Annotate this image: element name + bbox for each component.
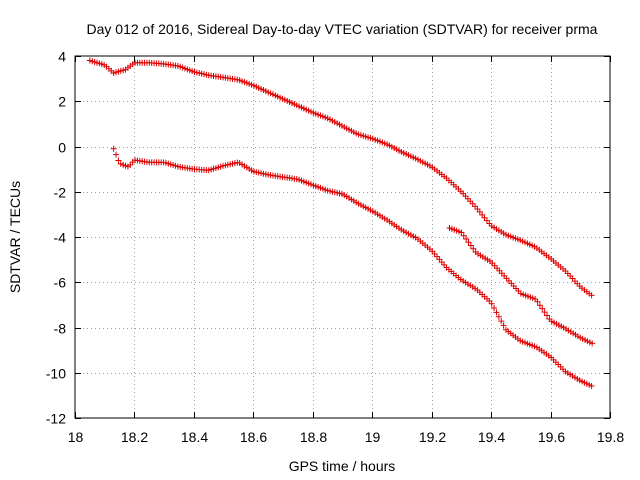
data-point bbox=[536, 302, 543, 309]
x-axis-label: GPS time / hours bbox=[289, 458, 396, 474]
data-point bbox=[495, 313, 502, 320]
data-points bbox=[86, 57, 596, 390]
data-point bbox=[113, 151, 120, 158]
data-point bbox=[588, 292, 595, 299]
y-tick-labels: -12 -10 -8 -6 -4 -2 0 2 4 bbox=[46, 49, 66, 427]
x-tick-label: 18.8 bbox=[300, 429, 327, 445]
data-point bbox=[467, 242, 474, 249]
x-tick-label: 19 bbox=[365, 429, 381, 445]
y-axis-label: SDTVAR / TECUs bbox=[7, 181, 23, 293]
series-arc-3 bbox=[446, 224, 596, 347]
data-point bbox=[588, 383, 595, 390]
series-arc-1 bbox=[86, 57, 595, 299]
y-tick-label: -4 bbox=[54, 230, 67, 246]
data-point bbox=[470, 245, 477, 252]
data-point bbox=[491, 305, 498, 312]
x-tick-label: 18 bbox=[68, 429, 84, 445]
data-point bbox=[460, 232, 467, 239]
x-tick-label: 18.6 bbox=[240, 429, 267, 445]
x-tick-label: 19.8 bbox=[597, 429, 624, 445]
data-point bbox=[534, 298, 541, 305]
y-tick-label: -10 bbox=[46, 366, 66, 382]
y-tick-label: -8 bbox=[54, 321, 67, 337]
y-tick-label: -6 bbox=[54, 275, 67, 291]
data-point bbox=[539, 305, 546, 312]
x-tick-label: 19.6 bbox=[538, 429, 565, 445]
data-point bbox=[465, 239, 472, 246]
data-point bbox=[458, 229, 465, 236]
data-point bbox=[493, 309, 500, 316]
data-point bbox=[500, 322, 507, 329]
axis-ticks bbox=[75, 56, 611, 419]
x-tick-label: 19.4 bbox=[478, 429, 505, 445]
series-arc-2 bbox=[110, 145, 595, 390]
grid bbox=[75, 56, 610, 418]
x-tick-label: 19.2 bbox=[419, 429, 446, 445]
chart-title: Day 012 of 2016, Sidereal Day-to-day VTE… bbox=[87, 21, 598, 37]
y-tick-label: -12 bbox=[46, 411, 66, 427]
x-tick-label: 18.4 bbox=[181, 429, 208, 445]
data-point bbox=[488, 300, 495, 307]
data-point bbox=[541, 309, 548, 316]
data-point bbox=[110, 145, 117, 152]
y-tick-label: 0 bbox=[58, 140, 66, 156]
x-tick-label: 18.2 bbox=[121, 429, 148, 445]
data-point bbox=[543, 312, 550, 319]
y-tick-label: -2 bbox=[54, 185, 67, 201]
y-tick-label: 4 bbox=[58, 49, 66, 65]
y-tick-label: 2 bbox=[58, 94, 66, 110]
x-tick-labels: 18 18.2 18.4 18.6 18.8 19 19.2 19.4 19.6 19.8 bbox=[68, 429, 625, 445]
data-point bbox=[498, 318, 505, 325]
data-point bbox=[589, 340, 596, 347]
data-point bbox=[115, 157, 122, 164]
data-point bbox=[463, 235, 470, 242]
